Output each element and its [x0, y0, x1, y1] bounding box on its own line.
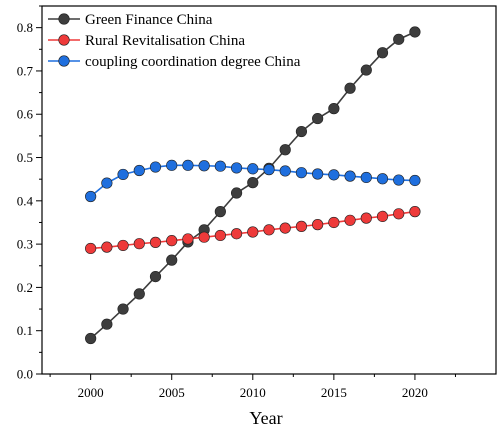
x-tick-label: 2020: [402, 385, 428, 400]
x-tick-label: 2010: [240, 385, 266, 400]
data-point: [376, 173, 389, 185]
legend-marker: [58, 34, 70, 46]
data-point: [182, 233, 194, 245]
data-point: [312, 219, 324, 231]
series-3: [85, 159, 421, 203]
legend-marker: [58, 55, 70, 67]
data-point: [393, 174, 405, 186]
data-point: [393, 208, 405, 220]
data-point: [247, 177, 259, 189]
legend-entry-3: coupling coordination degree China: [48, 54, 301, 70]
data-point: [279, 144, 291, 156]
y-tick-label: 0.0: [17, 367, 33, 382]
data-point: [295, 125, 308, 138]
data-point: [85, 332, 97, 345]
data-point: [295, 167, 308, 179]
plot-frame: [41, 5, 497, 375]
data-point: [198, 231, 210, 243]
legend-label: coupling coordination degree China: [85, 54, 301, 70]
y-tick-label: 0.1: [17, 323, 33, 338]
legend-label: Rural Revitalisation China: [85, 33, 245, 49]
data-point: [214, 206, 226, 218]
data-point: [328, 169, 340, 181]
data-point: [85, 190, 97, 203]
data-point: [149, 236, 162, 248]
data-point: [295, 220, 308, 232]
data-point: [117, 239, 129, 252]
legend-entry-1: Green Finance China: [48, 12, 213, 28]
series-1: [85, 26, 421, 345]
data-point: [344, 214, 356, 226]
data-point: [263, 224, 275, 236]
data-point: [247, 163, 259, 175]
data-point: [263, 164, 275, 176]
data-point: [117, 168, 129, 181]
data-point: [85, 242, 97, 255]
data-point: [133, 164, 145, 177]
data-point: [279, 222, 291, 234]
data-point: [101, 318, 113, 330]
y-tick-label: 0.4: [17, 193, 34, 208]
y-tick-label: 0.3: [17, 237, 33, 252]
data-point: [328, 103, 340, 115]
data-point: [247, 226, 259, 238]
data-point: [182, 159, 194, 171]
x-axis-title: Year: [249, 408, 282, 428]
data-point: [344, 170, 356, 182]
data-point: [376, 210, 389, 223]
data-point: [409, 26, 421, 38]
data-point: [214, 229, 226, 242]
data-point: [133, 238, 145, 250]
data-point: [328, 216, 340, 229]
data-point: [360, 64, 372, 76]
data-point: [101, 177, 113, 189]
series-layer: [85, 26, 421, 345]
data-point: [279, 165, 291, 177]
data-point: [393, 33, 405, 45]
legend-marker: [58, 13, 70, 25]
data-point: [360, 171, 372, 184]
data-point: [117, 303, 129, 315]
data-point: [149, 161, 162, 173]
y-tick-label: 0.8: [17, 20, 33, 35]
legend-label: Green Finance China: [85, 12, 213, 28]
data-point: [376, 47, 389, 59]
y-tick-label: 0.2: [17, 280, 33, 295]
data-point: [101, 241, 113, 253]
data-point: [166, 159, 178, 171]
x-tick-label: 2000: [78, 385, 104, 400]
y-tick-label: 0.7: [17, 63, 34, 78]
data-point: [166, 254, 178, 266]
data-point: [230, 228, 243, 240]
data-point: [149, 270, 162, 283]
data-point: [312, 168, 324, 180]
data-point: [198, 160, 210, 172]
x-tick-label: 2005: [159, 385, 185, 400]
data-point: [409, 174, 421, 187]
data-point: [230, 162, 243, 174]
data-point: [166, 235, 178, 247]
data-point: [409, 206, 421, 218]
data-point: [360, 212, 372, 224]
data-point: [230, 187, 243, 199]
data-point: [214, 160, 226, 172]
series-2: [85, 206, 421, 255]
legend-entry-2: Rural Revitalisation China: [48, 33, 245, 49]
data-point: [312, 112, 324, 125]
data-point: [344, 82, 356, 94]
y-tick-label: 0.6: [17, 107, 34, 122]
axes: 2000 2005 2010 2015 2020 0.0 0.1 0.2 0.3 0.4 0.5 0.…: [17, 5, 456, 400]
data-point: [133, 288, 145, 300]
legend: Green Finance China Rural Revitalisation …: [48, 12, 301, 70]
y-tick-label: 0.5: [17, 150, 33, 165]
x-tick-label: 2015: [321, 385, 347, 400]
